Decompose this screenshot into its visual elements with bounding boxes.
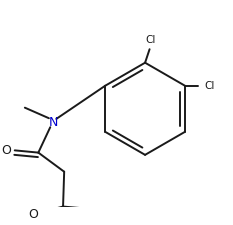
Text: N: N	[48, 116, 58, 129]
Text: Cl: Cl	[204, 81, 214, 91]
Text: Cl: Cl	[146, 35, 156, 45]
Text: O: O	[28, 208, 38, 221]
Text: O: O	[1, 144, 11, 157]
